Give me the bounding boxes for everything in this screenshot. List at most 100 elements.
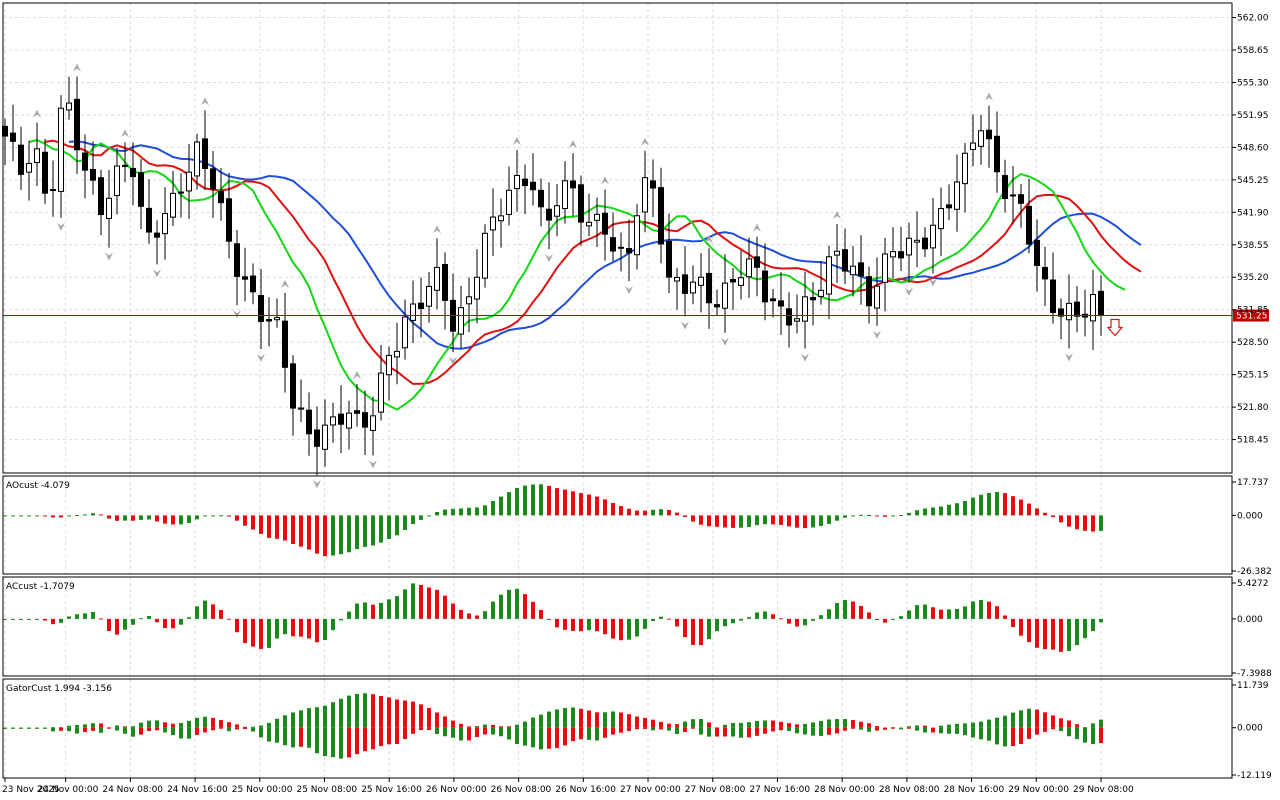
current-price-value: 531.25 [1236,312,1268,322]
gator-lower-bar [491,727,495,735]
candle [682,246,688,317]
ao-histogram-bar [803,515,807,529]
gator-upper-bar [251,726,255,728]
candle-body-bull [122,164,128,167]
fractal-down-icon [681,321,689,330]
ao-histogram-bar [971,497,975,516]
indicator-panels [3,484,1103,759]
ao-histogram-bar [75,514,79,516]
gator-lower-bar [643,727,647,729]
price-tick-label: -26.382 [1237,567,1272,577]
gator-upper-bar [355,693,359,728]
gator-upper-bar [779,721,783,728]
ac-histogram-bar [811,618,815,621]
ao-histogram-bar [571,491,575,516]
gator-lower-bar [499,727,503,737]
gator-lower-bar [787,727,791,731]
gator-upper-bar [627,714,631,728]
time-tick-label: 27 Nov 08:00 [685,785,746,795]
ac-histogram-bar [931,607,935,619]
candle [586,193,592,237]
candle [610,212,616,262]
ao-histogram-bar [699,515,703,525]
time-tick-label: 25 Nov 00:00 [232,785,293,795]
gator-lower-bar [307,727,311,748]
gator-upper-bar [347,695,351,728]
ao-histogram-bar [475,507,479,516]
candle [386,346,392,401]
ao-histogram-bar [491,500,495,516]
ao-histogram-bar [451,508,455,516]
ac-histogram-bar [1043,618,1047,650]
candle [778,272,784,335]
candle [18,126,24,190]
gator-upper-bar [995,717,999,728]
gator-lower-bar [411,727,415,734]
ac-histogram-bar [379,602,383,619]
gator-upper-bar [427,707,431,728]
gator-upper-bar [547,711,551,728]
ao-histogram-bar [155,515,159,522]
candle-body-bull [882,253,888,283]
ac-histogram-bar [763,611,767,619]
candle-body-bull [698,276,704,286]
candle [298,379,304,422]
candle-body-bull [466,296,472,305]
candle [122,142,128,183]
gator-lower-bar [43,727,47,729]
candle-body-bear [866,276,872,307]
candle [514,149,520,212]
fractal-down-icon [625,286,633,295]
ac-histogram-bar [875,618,879,621]
ao-histogram-bar [19,515,23,517]
time-tick-label: 24 Nov 16:00 [167,785,228,795]
ao-histogram-bar [387,515,391,539]
gator-lower-bar [427,727,431,730]
gator-lower-bar [91,727,95,731]
ao-histogram-bar [115,515,119,521]
ao-histogram-bar [35,515,39,517]
fractal-up-icon [641,137,649,146]
candle [578,175,584,246]
gator-upper-bar [243,726,247,728]
gator-lower-bar [803,727,807,735]
ac-histogram-bar [43,618,47,621]
price-panel[interactable]: 531.25 [2,63,1270,489]
gator-upper-bar [379,696,383,728]
candle [1018,184,1024,228]
gator-lower-bar [1051,727,1055,730]
gator-lower-bar [915,727,919,731]
ao-histogram-bar [203,515,207,517]
ac-histogram-bar [907,610,911,619]
gator-upper-bar [1067,720,1071,728]
candle-body-bear [778,300,784,307]
gator-upper-bar [659,721,663,728]
gator-upper-bar [259,725,263,728]
ac-histogram-bar [523,594,527,619]
ac-histogram-bar [803,618,807,626]
gator-lower-bar [339,727,343,759]
gator-upper-bar [491,724,495,728]
candle-body-bull [802,296,808,322]
fractal-up-icon [281,280,289,289]
price-tick-label: 0.000 [1237,724,1263,734]
ao-histogram-bar [67,515,71,517]
ao-histogram-bar [883,515,887,517]
gator-upper-bar [371,694,375,728]
candle [962,142,968,213]
candle [834,224,840,283]
candle-body-bear [658,187,664,245]
ac-histogram-bar [939,609,943,619]
gator-lower-bar [435,727,439,735]
gator-lower-bar [731,727,735,737]
ao-histogram-bar [1091,515,1095,532]
gator-upper-bar [795,724,799,728]
gator-upper-bar [643,717,647,728]
candle-body-bull [594,213,600,221]
candle-body-bull [426,285,432,307]
gator-lower-bar [115,727,119,731]
candle [786,292,792,348]
gator-lower-bar [723,727,727,737]
gator-lower-bar [987,727,991,741]
